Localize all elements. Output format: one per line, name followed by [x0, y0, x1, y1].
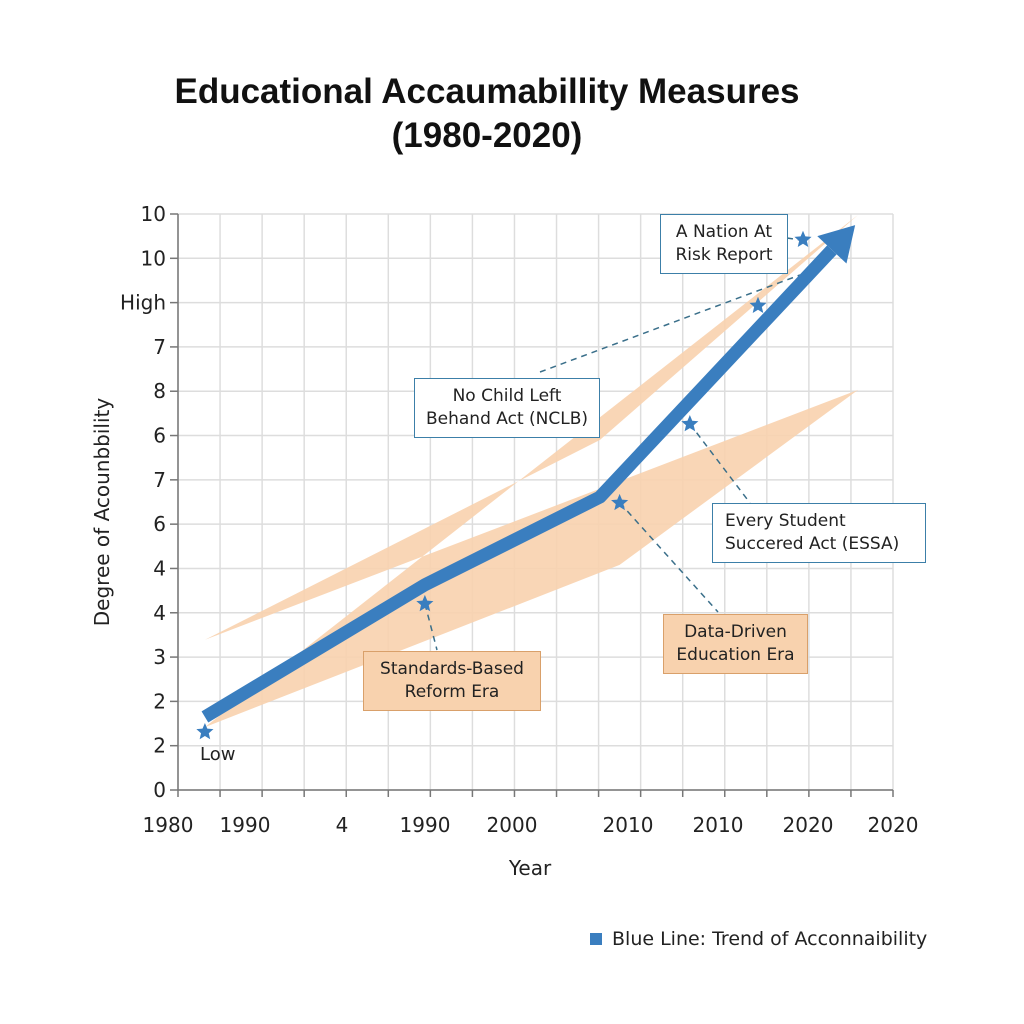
y-tick-label: 2 — [153, 734, 166, 758]
x-tick-label: 1990 — [220, 813, 271, 837]
x-tick-label: 2000 — [487, 813, 538, 837]
legend: Blue Line: Trend of Acconnaibility — [590, 928, 927, 950]
trend-arrowhead — [817, 225, 856, 264]
y-tick-label: High — [120, 291, 166, 315]
milestone-star-icon — [749, 296, 767, 313]
y-tick-label: 7 — [153, 335, 166, 359]
milestone-star-icon — [416, 594, 434, 612]
annotation-text: Standards-Based — [380, 659, 524, 679]
leader-line — [786, 237, 801, 241]
x-axis-label: Year — [508, 856, 552, 880]
leader-line — [619, 502, 719, 613]
x-tick-label: 1980 — [143, 813, 194, 837]
x-tick-label: 2020 — [783, 813, 834, 837]
x-tick-label: 1990 — [400, 813, 451, 837]
annotation-text: Behand Act (NCLB) — [425, 409, 588, 429]
annotation-text: Succered Act (ESSA) — [725, 534, 900, 554]
x-tick-label: 2010 — [603, 813, 654, 837]
x-tick-label: 2010 — [693, 813, 744, 837]
leader-line — [424, 603, 438, 651]
annotation-text: Every Student — [725, 511, 846, 531]
milestone-star-icon — [794, 230, 812, 247]
title-line-1: Educational Accaumabillity Measures — [174, 72, 800, 111]
chart-title: Educational Accaumabillity Measures (198… — [0, 70, 974, 158]
y-tick-label: 2 — [153, 689, 166, 713]
annotation-essa: Every Student Succered Act (ESSA) — [712, 503, 926, 563]
annotation-text: A Nation At — [675, 222, 773, 242]
annotation-nclb: No Child Left Behand Act (NCLB) — [414, 378, 600, 438]
annotation-text: Reform Era — [404, 682, 500, 702]
x-tick-label: 2020 — [868, 813, 919, 837]
legend-label: Blue Line: Trend of Acconnaibility — [612, 928, 928, 950]
milestone-star-icon — [681, 415, 699, 432]
y-axis-label: Degree of Acounbbility — [90, 397, 114, 627]
y-tick-label: 6 — [153, 424, 166, 448]
milestone-star-icon — [611, 493, 629, 511]
annotation-nation-at-risk: A Nation At Risk Report — [660, 214, 788, 274]
y-tick-label: 8 — [153, 379, 166, 403]
y-tick-label: 10 — [141, 246, 166, 270]
x-tick-label: 4 — [336, 813, 349, 837]
y-tick-label: 4 — [153, 556, 166, 580]
trend-line — [201, 245, 837, 723]
low-label: Low — [200, 744, 236, 765]
y-tick-label: 7 — [153, 468, 166, 492]
y-tick-label: 10 — [141, 202, 166, 226]
milestone-star-icon — [196, 722, 214, 740]
leader-line — [689, 423, 751, 504]
annotation-data-driven: Data-Driven Education Era — [663, 614, 808, 674]
title-line-2: (1980-2020) — [391, 116, 583, 155]
leader-line — [539, 274, 801, 373]
confidence-band — [204, 214, 859, 728]
y-tick-label: 3 — [153, 645, 166, 669]
y-tick-label: 4 — [153, 601, 166, 625]
annotation-text: Education Era — [676, 645, 795, 665]
annotation-text: Data-Driven — [684, 622, 787, 642]
annotation-text: Risk Report — [675, 245, 773, 265]
annotation-text: No Child Left — [452, 386, 562, 406]
legend-swatch — [590, 933, 602, 945]
y-tick-label: 0 — [153, 778, 166, 802]
y-tick-label: 6 — [153, 512, 166, 536]
annotation-standards-based: Standards-Based Reform Era — [363, 651, 541, 711]
